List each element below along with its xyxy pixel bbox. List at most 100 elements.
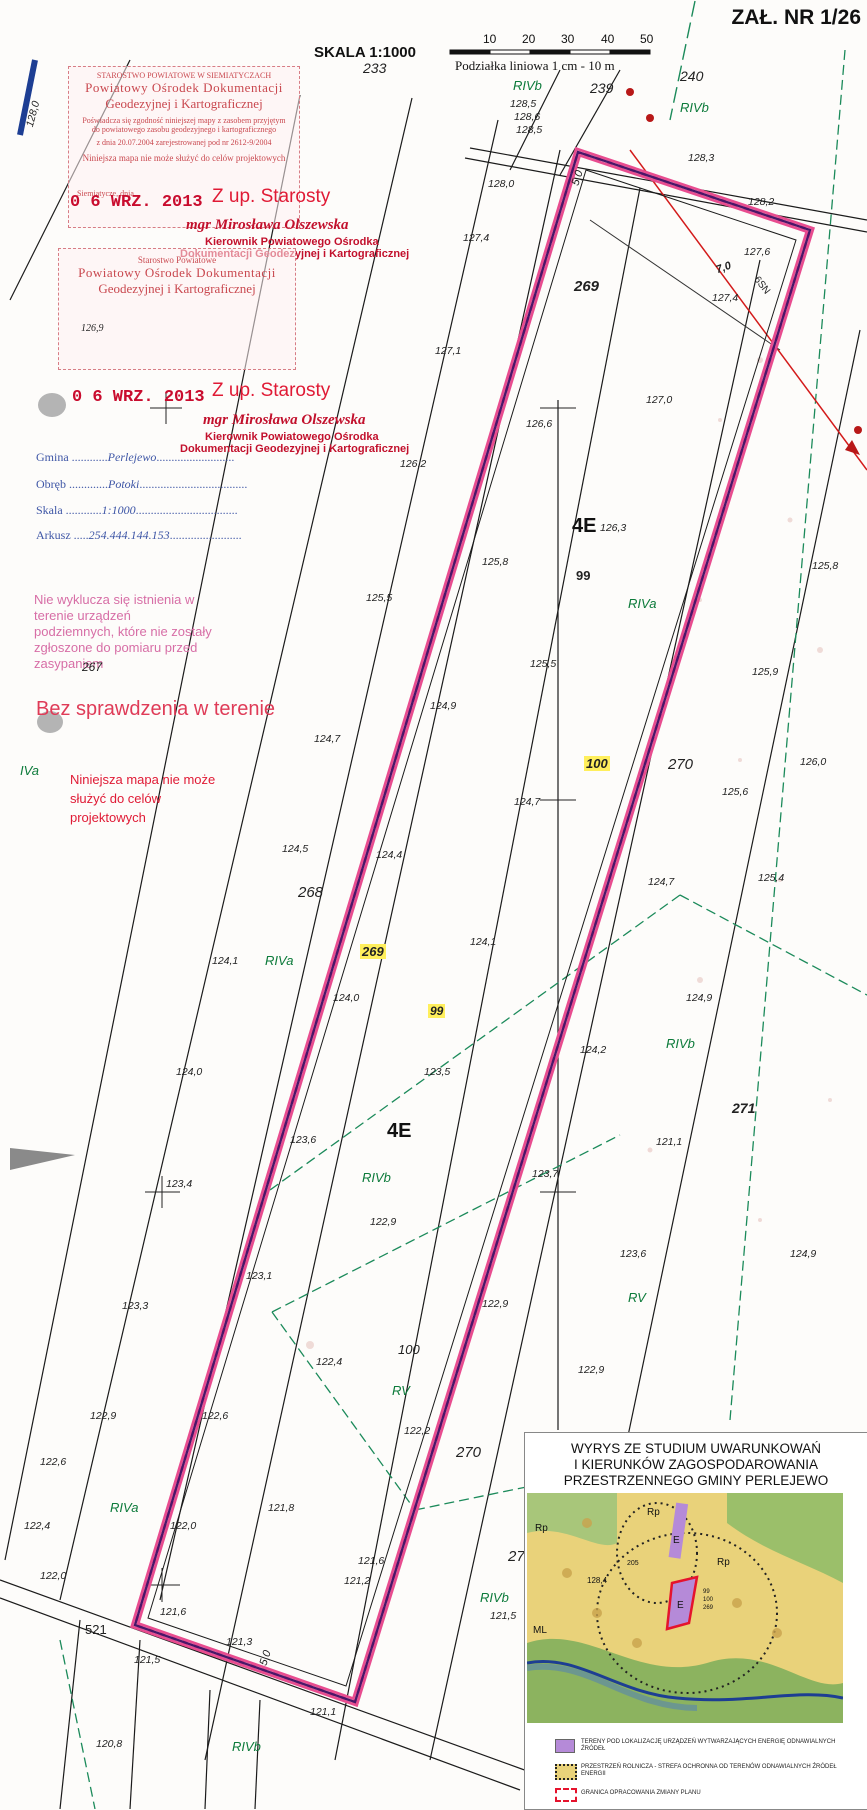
soil-rivb-2: RIVb	[680, 100, 709, 115]
elev-123-7: 123,7	[532, 1168, 559, 1180]
stamp-line-6: Niniejsza mapa nie może służyć do celów …	[82, 153, 286, 163]
elev-126-2: 126,2	[400, 458, 427, 470]
plot-521: 521	[85, 1622, 107, 1637]
elev-127-6: 127,6	[744, 246, 771, 258]
scale-label: SKALA 1:1000	[314, 44, 416, 61]
plot-269-top: 269	[574, 278, 600, 295]
legend-buffer: PRZESTRZEŃ ROLNICZA - STREFA OCHRONNA OD…	[581, 1764, 837, 1777]
soil-rv-2: RV	[628, 1290, 646, 1305]
soil-boundary-top	[669, 0, 696, 121]
elev-126-0: 126,0	[800, 756, 827, 768]
elev-125-9: 125,9	[752, 666, 779, 678]
stamp-place: Siemiatycze, dnia	[77, 189, 134, 198]
signature-zup-2: Z up. Starosty	[212, 380, 331, 401]
elev-125-5a: 125,5	[366, 592, 393, 604]
note-unverified: Bez sprawdzenia w terenie	[36, 698, 276, 720]
legend-boundary: GRANICA OPRACOWANIA ZMIANY PLANU	[581, 1790, 701, 1796]
stamp2-line-3: Geodezyjnej i Kartograficznej	[98, 281, 256, 296]
scalebar-tick-20: 20	[522, 32, 536, 46]
elev-128-3: 128,3	[688, 152, 715, 164]
field-arkusz: Arkusz .....254.444.144.153.............…	[36, 528, 242, 542]
certification-stamp-2: Starostwo Powiatowe Powiatowy Ośrodek Do…	[58, 248, 296, 370]
signature-name-2: mgr Mirosława Olszewska	[203, 412, 366, 428]
signature-zup-1: Z up. Starosty	[212, 186, 331, 207]
elev-122-6: 122,6	[202, 1410, 229, 1422]
scalebar-caption: Podziałka liniowa 1 cm - 10 m	[455, 58, 615, 73]
elev-124-7r: 124,7	[648, 876, 675, 888]
elev-125-5b: 125,5	[530, 658, 557, 670]
elev-123-3: 123,3	[122, 1300, 149, 1312]
elev-122-0: 122,0	[170, 1520, 197, 1532]
elev-124-5: 124,5	[282, 843, 309, 855]
signature-title-2b: Dokumentacji Geodezyjnej i Kartograficzn…	[180, 443, 410, 455]
soil-rv-1: RV	[392, 1383, 410, 1398]
attachment-number: ZAŁ. NR 1/26	[731, 6, 861, 29]
gmina-value: Perlejewo	[107, 450, 157, 464]
legend-swatch-energy	[555, 1739, 575, 1753]
plot-233: 233	[363, 60, 387, 76]
elev-125-8r: 125,8	[812, 560, 839, 572]
stamp2-line-1: Starostwo Powiatowe	[137, 255, 217, 265]
scalebar-tick-50: 50	[640, 32, 654, 46]
class-4e-lower: 4E	[387, 1120, 412, 1142]
elev-127-1: 127,1	[435, 345, 462, 357]
elev-122-9r: 122,9	[578, 1364, 605, 1376]
scalebar-tick-10: 10	[483, 32, 497, 46]
plot-239: 239	[590, 80, 614, 96]
elev-127-0: 127,0	[646, 394, 673, 406]
elev-128-0: 128,0	[488, 178, 515, 190]
elev-124-9b: 124,9	[790, 1248, 817, 1260]
inset-tag-205: 205	[627, 1560, 639, 1567]
skala-label: Skala	[36, 503, 63, 517]
label-100: 100	[398, 1342, 420, 1357]
elev-127-4r: 127,4	[712, 292, 739, 304]
elev-128-5b: 128,5	[516, 124, 543, 136]
legend-swatch-buffer	[555, 1764, 577, 1780]
elev-121-1a: 121,1	[310, 1706, 337, 1718]
elev-127-4: 127,4	[463, 232, 490, 244]
inset-tag-100: 100	[703, 1597, 714, 1603]
elev-124-9: 124,9	[430, 700, 457, 712]
stamp-line-5: z dnia 20.07.2004 zarejestrowanej pod nr…	[96, 138, 272, 147]
field-skala: Skala ............1:1000................…	[36, 503, 238, 517]
gmina-label: Gmina	[36, 450, 69, 464]
plot-270: 270	[668, 756, 694, 773]
study-extract-map: Rp Rp Rp E E ML 205 128,4 99 100 269	[527, 1493, 843, 1723]
scan-artefact	[10, 1148, 75, 1170]
soil-rivb-1: RIVb	[513, 78, 542, 93]
elev-124-1b: 124,1	[212, 955, 239, 967]
scalebar-tick-40: 40	[601, 32, 615, 46]
elev-123-6r: 123,6	[620, 1248, 647, 1260]
elev-124-9r: 124,9	[686, 992, 713, 1004]
signature-name-1: mgr Mirosława Olszewska	[186, 217, 349, 233]
elev-126-6: 126,6	[526, 418, 553, 430]
highlight-99: 99	[428, 1004, 446, 1018]
obreb-label: Obręb	[36, 477, 66, 491]
elev-123-1: 123,1	[246, 1270, 273, 1282]
stamp-line-2: Powiatowy Ośrodek Dokumentacji	[85, 80, 283, 95]
elev-121-2: 121,2	[344, 1575, 371, 1587]
certification-stamp: STAROSTWO POWIATOWE W SIEMIATYCZACH Powi…	[68, 66, 300, 228]
plot-boundary	[130, 146, 815, 1708]
stamp-date-2: 0 6 WRZ. 2013	[72, 388, 205, 407]
punch-hole-2	[37, 711, 63, 733]
inset-tag-99: 99	[703, 1589, 710, 1595]
inset-tag-128-4: 128,4	[587, 1576, 608, 1585]
elev-128-6: 128,6	[514, 111, 541, 123]
soil-rivb-6: RIVb	[480, 1590, 509, 1605]
elev-122-9c: 122,9	[90, 1410, 117, 1422]
grid-crosses	[145, 392, 576, 1602]
power-line-marks	[626, 88, 862, 434]
note-not-for-design: Niniejsza mapa nie może służyć do celów …	[70, 772, 216, 825]
soil-riva-2: RIVa	[265, 953, 294, 968]
inset-tag-e-1: E	[673, 1535, 680, 1546]
plot-271: 271	[732, 1100, 756, 1116]
scalebar	[449, 49, 651, 55]
inset-tag-e-2: E	[677, 1600, 684, 1611]
plot-267: 267	[82, 660, 103, 674]
soil-rivb-4: RIVb	[362, 1170, 391, 1185]
elev-120-8: 120,8	[96, 1738, 123, 1750]
elev-126-3: 126,3	[600, 522, 627, 534]
elev-124-2: 124,2	[580, 1044, 607, 1056]
